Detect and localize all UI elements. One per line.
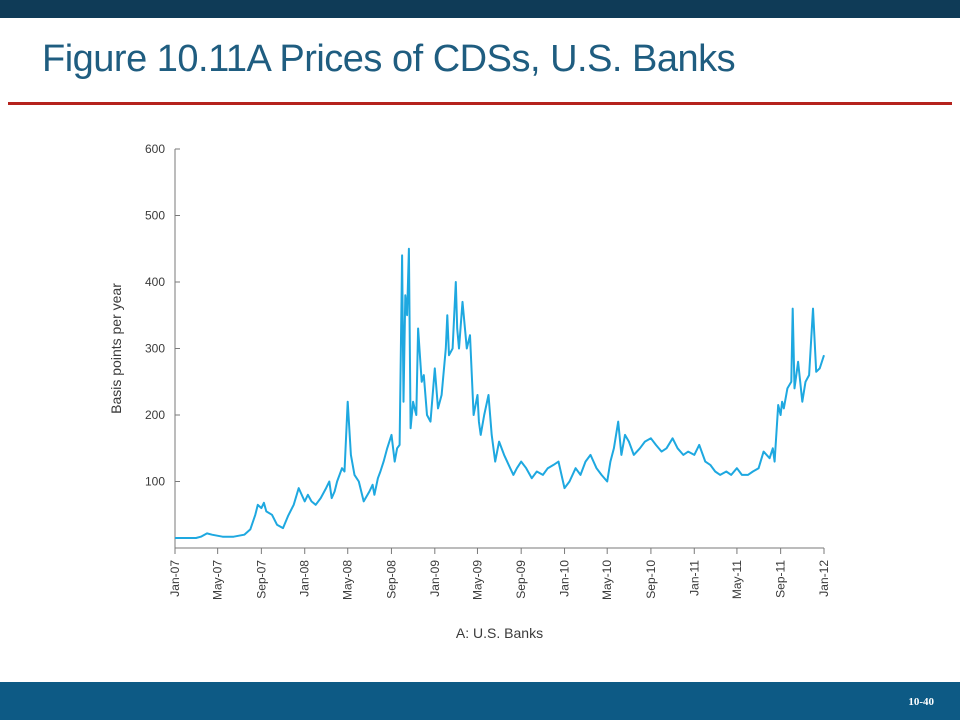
series-line-us-banks	[175, 247, 825, 539]
x-tick-label: May-07	[211, 560, 225, 600]
y-tick-label: 200	[145, 408, 165, 422]
x-tick-label: May-11	[730, 560, 744, 599]
x-tick-label: Jan-12	[817, 560, 831, 597]
x-tick-label: Sep-11	[774, 560, 788, 598]
title-divider	[8, 102, 952, 105]
x-tick-label: Sep-10	[644, 560, 658, 599]
x-tick-label: Sep-09	[514, 560, 528, 599]
x-tick-label: Jan-11	[687, 560, 701, 596]
y-axis-ticks: 100 200 300 400 500 600	[145, 142, 180, 489]
y-tick-label: 300	[145, 342, 165, 356]
slide-title: Figure 10.11A Prices of CDSs, U.S. Banks	[42, 38, 736, 80]
x-tick-label: Jan-10	[558, 560, 572, 597]
x-axis-label: A: U.S. Banks	[456, 625, 543, 641]
y-tick-label: 500	[145, 209, 165, 223]
footer-bar: 10-40	[0, 682, 960, 720]
x-axis-ticks: Jan-07 May-07 Sep-07 Jan-08 May-08 Sep-08 Jan-…	[168, 548, 831, 600]
y-tick-label: 100	[145, 475, 165, 489]
y-axis-label: Basis points per year	[108, 283, 124, 414]
x-tick-label: Jan-09	[428, 560, 442, 597]
x-tick-label: May-08	[341, 560, 355, 600]
x-tick-label: Sep-08	[384, 560, 398, 599]
x-tick-label: May-10	[600, 560, 614, 600]
y-tick-label: 600	[145, 142, 165, 156]
x-tick-label: Jan-08	[298, 560, 312, 597]
y-tick-label: 400	[145, 275, 165, 289]
x-tick-label: Sep-07	[254, 560, 268, 599]
slide-number: 10-40	[908, 696, 934, 708]
x-tick-label: Jan-07	[168, 560, 182, 597]
header-bar	[0, 0, 960, 18]
x-tick-label: May-09	[470, 560, 484, 600]
